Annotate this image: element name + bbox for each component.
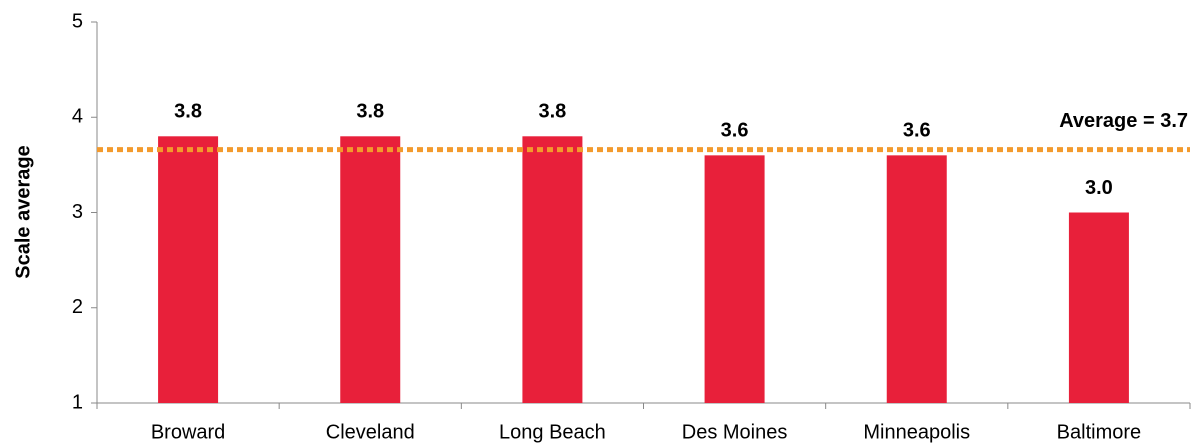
bar [340,136,401,404]
bar [522,136,583,404]
bar [1068,212,1129,403]
x-tick-label: Baltimore [1057,421,1141,443]
y-tick-label: 5 [72,10,83,32]
average-label: Average = 3.7 [1059,110,1188,132]
bar [886,155,947,403]
value-label: 3.8 [539,101,567,123]
y-tick-label: 1 [72,391,83,413]
x-tick-label: Broward [151,421,225,443]
x-tick-label: Minneapolis [863,421,970,443]
x-tick-label: Cleveland [326,421,415,443]
value-label: 3.6 [903,120,931,142]
x-tick-label: Long Beach [499,421,606,443]
bar [704,155,765,403]
value-label: 3.8 [356,101,384,123]
y-tick-label: 2 [72,296,83,318]
bar [158,136,219,404]
y-axis-title: Scale average [12,145,34,278]
y-tick-label: 3 [72,201,83,223]
y-tick-label: 4 [72,106,83,128]
x-tick-label: Des Moines [682,421,788,443]
value-label: 3.8 [174,101,202,123]
value-label: 3.6 [721,120,749,142]
value-label: 3.0 [1085,177,1113,199]
